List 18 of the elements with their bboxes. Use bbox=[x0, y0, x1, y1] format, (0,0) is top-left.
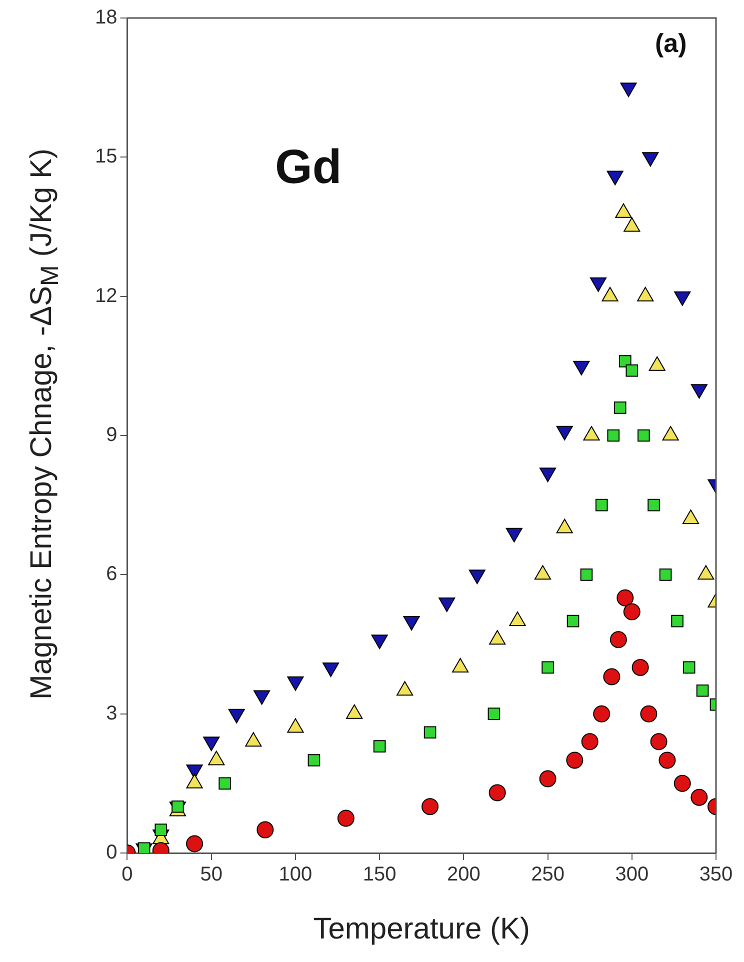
y-tick-label: 3 bbox=[106, 702, 118, 724]
y-tick-label: 6 bbox=[106, 563, 118, 586]
x-tick-label: 150 bbox=[362, 864, 396, 886]
x-tick-label: 250 bbox=[531, 864, 564, 886]
y-tick-label: 18 bbox=[94, 6, 118, 29]
y-tick-label: 15 bbox=[94, 146, 118, 168]
annotation: Gd bbox=[275, 140, 342, 195]
x-tick-label: 0 bbox=[122, 864, 133, 886]
x-tick-label: 200 bbox=[446, 864, 480, 886]
x-tick-label: 100 bbox=[278, 864, 312, 886]
x-axis-title: Temperature (K) bbox=[313, 912, 530, 946]
x-tick-label: 50 bbox=[200, 864, 222, 886]
x-tick-label: 350 bbox=[699, 864, 733, 886]
x-tick-label: 300 bbox=[615, 864, 649, 886]
annotation: (a) bbox=[655, 28, 687, 59]
y-tick-label: 0 bbox=[106, 842, 118, 864]
y-tick-label: 12 bbox=[94, 284, 118, 307]
y-tick-label: 9 bbox=[106, 424, 118, 446]
